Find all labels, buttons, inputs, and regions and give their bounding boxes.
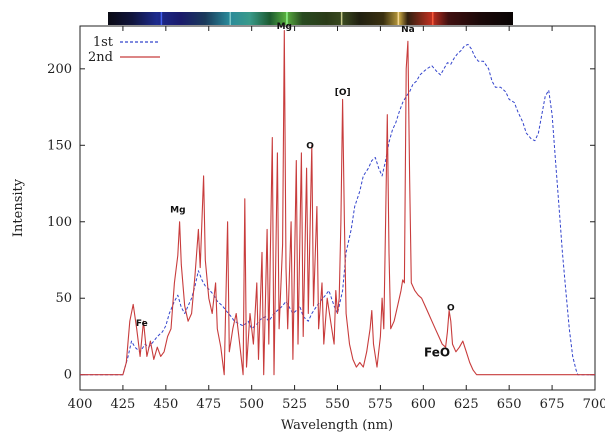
x-tick-label: 400 xyxy=(68,397,93,412)
spectrum-line-5 xyxy=(432,12,434,25)
x-tick-label: 575 xyxy=(368,397,393,412)
series-line-2nd xyxy=(80,30,595,376)
y-axis-label: Intensity xyxy=(11,178,26,237)
annotation-label: Mg xyxy=(277,22,292,32)
y-axis: 0 50 100 150 200 xyxy=(47,62,595,383)
plot-frame xyxy=(79,25,596,391)
x-tick-label: 600 xyxy=(411,397,436,412)
annotation-label: O xyxy=(306,141,314,151)
x-tick-label: 425 xyxy=(111,397,136,412)
y-tick-label: 200 xyxy=(47,62,72,77)
spectrum-line-4 xyxy=(397,12,400,25)
spectrum-line-3 xyxy=(340,12,343,25)
x-tick-label: 525 xyxy=(282,397,307,412)
x-tick-label: 650 xyxy=(497,397,522,412)
annotation-label: Mg xyxy=(170,206,185,216)
y-tick-label: 100 xyxy=(47,215,72,230)
spectrum-line-2 xyxy=(286,12,288,25)
legend-label: 2nd xyxy=(88,50,113,65)
x-tick-label: 675 xyxy=(540,397,565,412)
legend-label: 1st xyxy=(93,35,114,50)
x-tick-label: 550 xyxy=(325,397,350,412)
x-tick-label: 625 xyxy=(454,397,479,412)
spectrum-bar xyxy=(108,12,513,25)
x-tick-label: 700 xyxy=(583,397,605,412)
annotation-label: O xyxy=(447,304,455,314)
x-axis: 400 425 450 475 500 525 550 575 600 625 650 675 700 xyxy=(68,26,605,412)
annotation-label: Na xyxy=(401,25,415,35)
x-tick-label: 500 xyxy=(239,397,264,412)
x-tick-label: 450 xyxy=(153,397,178,412)
spectrum-line-1 xyxy=(229,12,231,25)
spectrum-bar-lines xyxy=(160,12,434,25)
annotation-label: FeO xyxy=(424,345,450,359)
spectrum-line-0 xyxy=(160,12,163,25)
y-tick-label: 0 xyxy=(64,368,72,383)
x-axis-label: Wavelength (nm) xyxy=(281,418,393,432)
series-line-1st xyxy=(80,43,595,376)
y-tick-label: 150 xyxy=(47,138,72,153)
annotation-label: Fe xyxy=(136,319,148,329)
annotations: Fe Mg Mg O [O] Na O FeO xyxy=(136,22,455,359)
series-group xyxy=(80,30,595,376)
y-tick-label: 50 xyxy=(55,291,72,306)
x-tick-label: 475 xyxy=(196,397,221,412)
annotation-label: [O] xyxy=(335,88,351,98)
